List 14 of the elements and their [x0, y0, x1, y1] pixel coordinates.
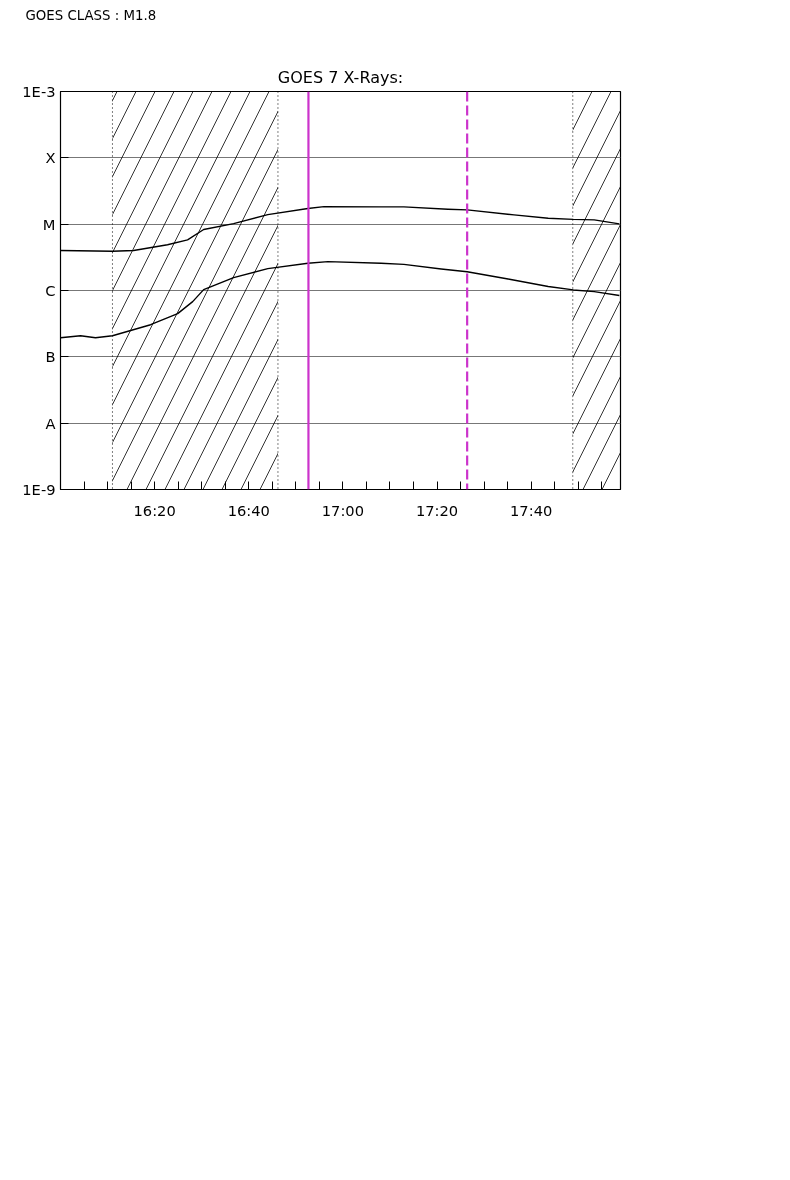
chart-title: GOES 7 X-Rays: — [277, 67, 404, 87]
text: GOES CLASS : M1.8 — [25, 7, 157, 23]
y-tick-label: A — [45, 414, 56, 432]
x-tick-label: 16:40 — [227, 501, 270, 519]
y-tick-label: X — [45, 149, 56, 167]
x-tick-label: 16:20 — [133, 501, 176, 519]
y-tick-label: B — [45, 348, 56, 366]
x-tick-label: 17:00 — [321, 501, 365, 519]
y-tick-label: 1E-9 — [22, 481, 56, 498]
y-tick-label: M — [42, 215, 56, 233]
x-tick-label: 17:40 — [510, 501, 553, 519]
y-tick-label: C — [45, 282, 56, 299]
x-tick-label: 17:20 — [415, 501, 459, 519]
y-tick-label: 1E-3 — [22, 83, 56, 100]
